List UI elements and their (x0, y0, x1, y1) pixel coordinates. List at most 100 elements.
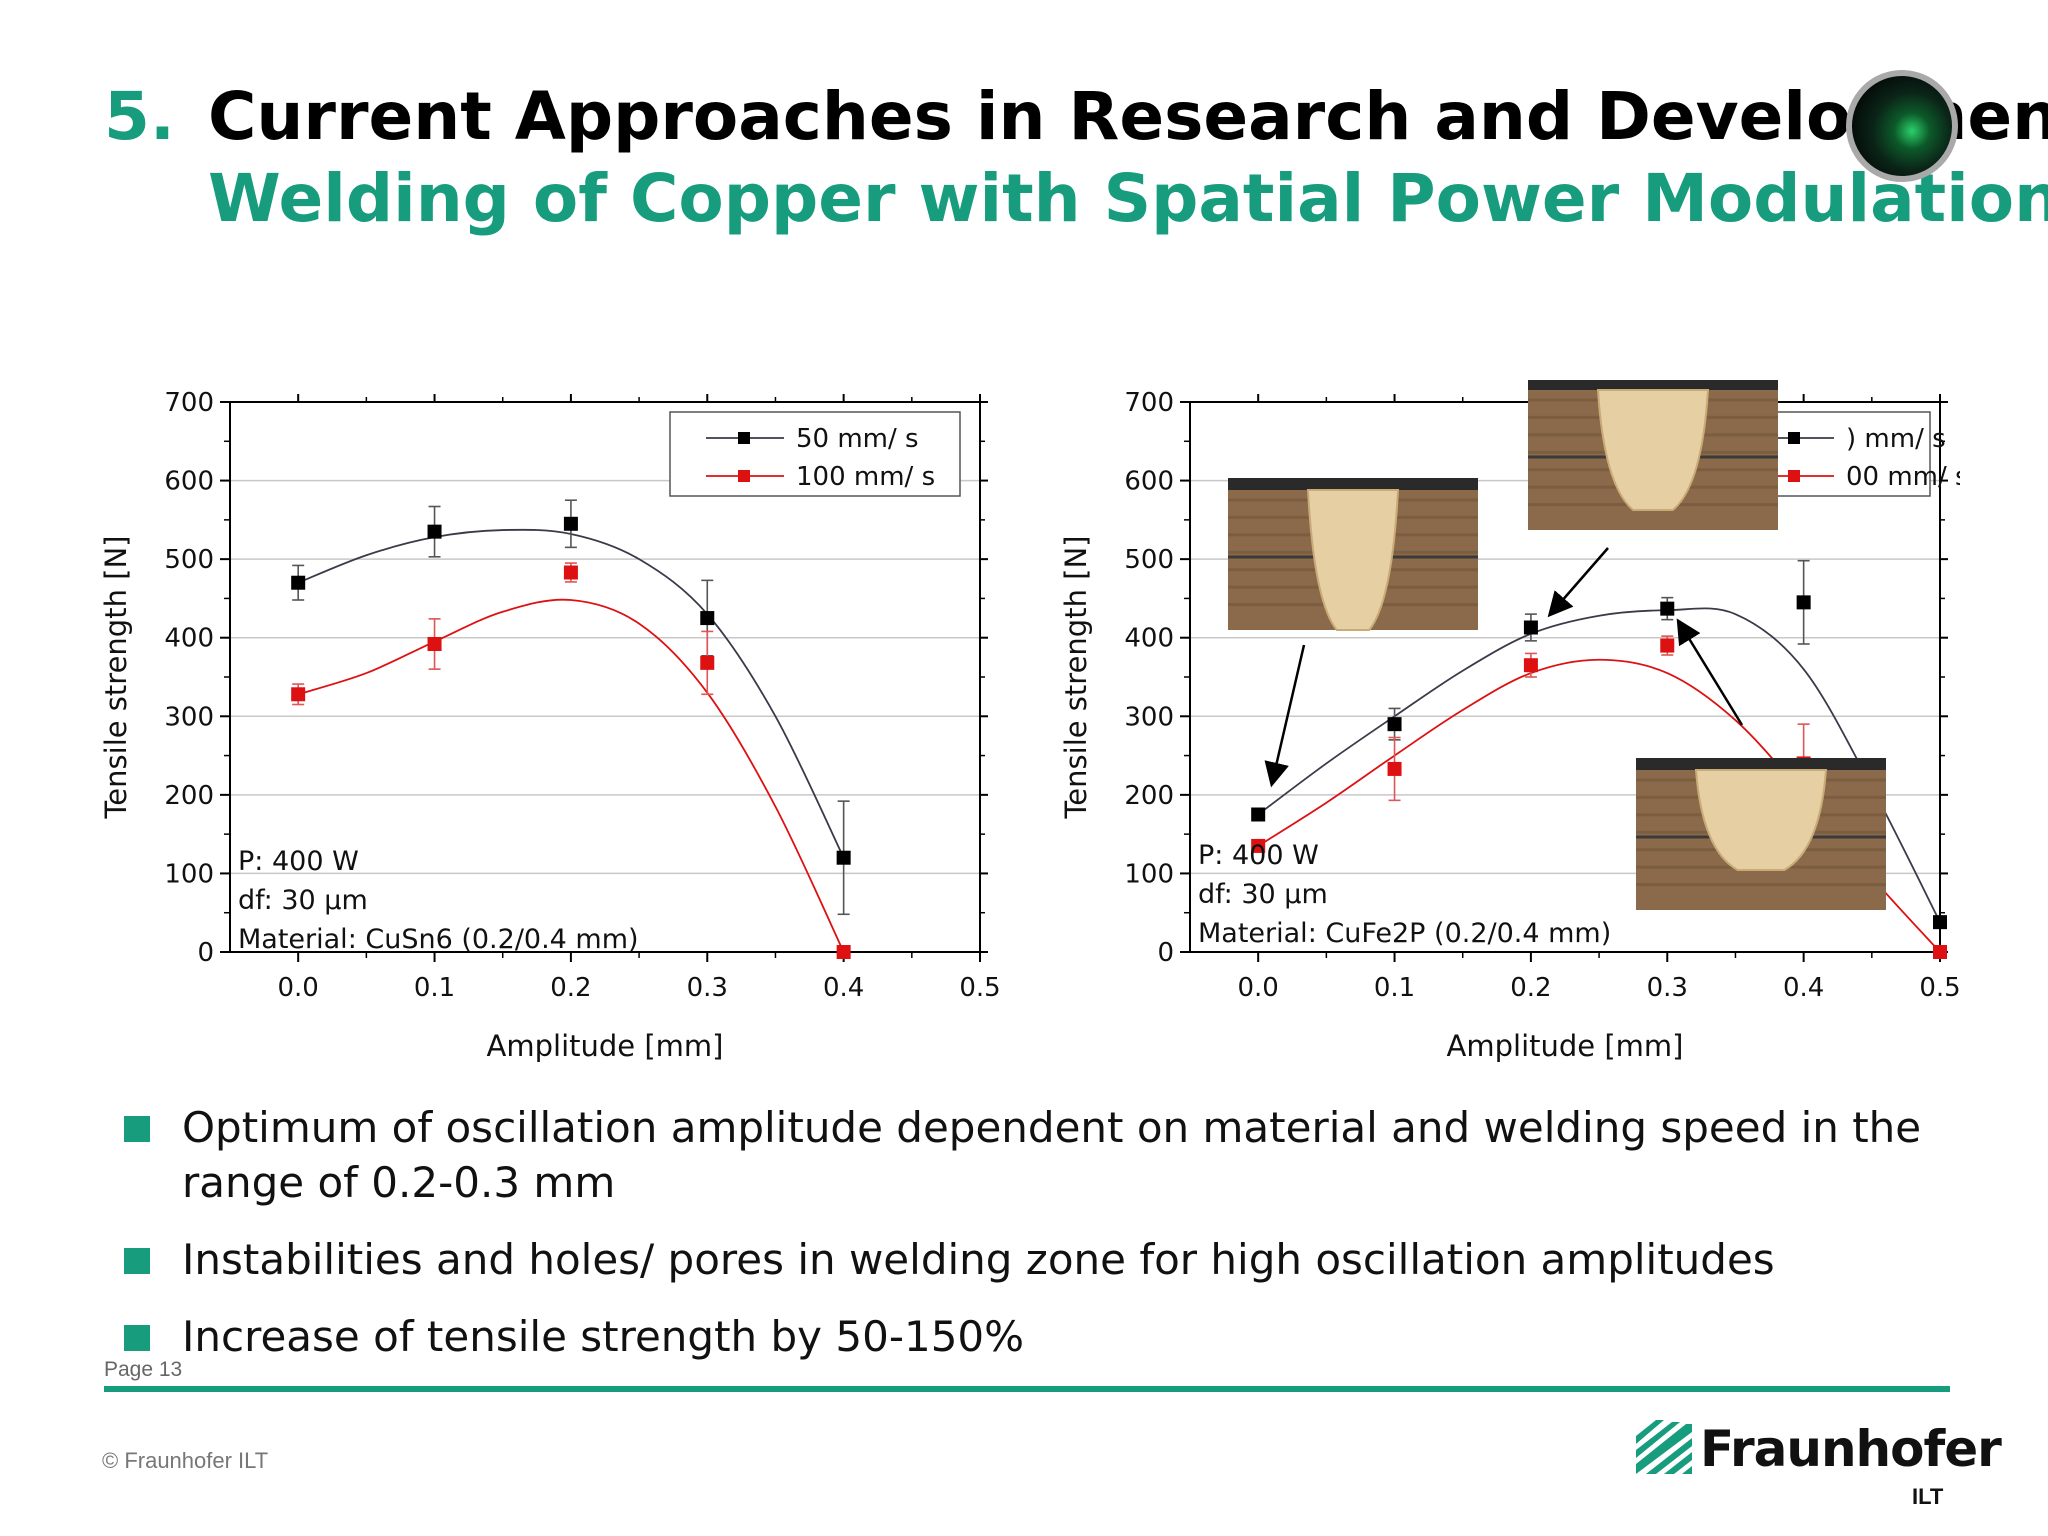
weld-cross-section-image (1528, 380, 1778, 530)
bullet-square-icon (124, 1325, 150, 1351)
annotation-text: P: 400 W (238, 846, 359, 877)
data-point (836, 945, 851, 959)
legend-marker (1788, 470, 1800, 482)
x-tick-label: 0.4 (1783, 973, 1824, 1003)
x-tick-label: 0.2 (1510, 973, 1551, 1003)
data-point (1523, 658, 1538, 673)
x-tick-label: 0.1 (414, 973, 455, 1003)
page-title: Current Approaches in Research and Devel… (208, 78, 2048, 155)
fit-curve (297, 598, 845, 953)
micrograph-top-edge (1228, 478, 1478, 490)
legend-box (669, 411, 961, 497)
logo-wordmark: Fraunhofer (1700, 1420, 2002, 1478)
x-axis-label: Amplitude [mm] (1447, 1029, 1684, 1063)
data-point (1933, 945, 1947, 959)
footer-divider (104, 1386, 1950, 1392)
y-tick-label: 600 (164, 467, 214, 497)
pointer-arrow (1264, 644, 1306, 788)
laser-process-thumbnail (1846, 70, 1958, 182)
y-tick-label: 100 (1124, 859, 1174, 889)
data-point (1933, 915, 1947, 930)
y-tick-label: 300 (164, 702, 214, 732)
x-axis-label: Amplitude [mm] (487, 1029, 724, 1063)
y-tick-label: 200 (1124, 781, 1174, 811)
x-tick-label: 0.2 (550, 973, 591, 1003)
y-axis-label: Tensile strength [N] (1060, 536, 1093, 820)
legend-marker (1788, 432, 1800, 444)
data-point (563, 565, 578, 580)
fraunhofer-logo-icon (1636, 1418, 1692, 1474)
x-tick-label: 0.5 (1919, 973, 1960, 1003)
data-point (563, 516, 578, 531)
data-point (291, 687, 306, 702)
y-tick-label: 300 (1124, 702, 1174, 732)
bullet-text: Optimum of oscillation amplitude depende… (182, 1103, 1922, 1207)
bullet-item: Instabilities and holes/ pores in weldin… (120, 1232, 1960, 1287)
x-tick-label: 0.0 (1238, 973, 1279, 1003)
page-subtitle: Welding of Copper with Spatial Power Mod… (208, 160, 2048, 237)
chart-cusn6: 0 100 200 300 400 500 600 700 0.0 0.1 0.2 0.3 0.4 0.5… (100, 388, 1000, 1063)
bullet-square-icon (124, 1116, 150, 1142)
data-point (1387, 717, 1402, 732)
micrograph-weld-zone (1306, 489, 1400, 631)
y-tick-label: 400 (1124, 624, 1174, 654)
x-tick-label: 0.4 (823, 973, 864, 1003)
legend-label: ) mm/ s (1846, 424, 1946, 454)
x-tick-label: 0.1 (1374, 973, 1415, 1003)
bullet-text: Increase of tensile strength by 50-150% (182, 1312, 1025, 1361)
annotation-text: Material: CuSn6 (0.2/0.4 mm) (238, 924, 639, 955)
y-tick-label: 200 (164, 781, 214, 811)
copyright: © Fraunhofer ILT (102, 1448, 269, 1473)
bullet-square-icon (124, 1248, 150, 1274)
y-tick-label: 500 (1124, 545, 1174, 575)
bullet-list: Optimum of oscillation amplitude depende… (120, 1100, 1960, 1386)
data-point (1796, 595, 1811, 610)
data-point (427, 637, 442, 651)
data-point (291, 575, 306, 590)
chart-cufe2p: 0 100 200 300 400 500 600 700 0.0 0.1 0.2 0.3 0.4 0.5… (1060, 380, 1960, 1063)
data-point (700, 655, 715, 670)
data-point (427, 524, 442, 539)
section-number: 5. (104, 78, 175, 155)
annotation-text: P: 400 W (1198, 840, 1319, 871)
micrograph-weld-zone (1694, 769, 1828, 871)
y-tick-label: 500 (164, 545, 214, 575)
legend-label: 50 mm/ s (796, 424, 919, 454)
data-point (1387, 761, 1402, 776)
bullet-item: Optimum of oscillation amplitude depende… (120, 1100, 1960, 1210)
data-point (1523, 620, 1538, 635)
fit-curve (1257, 607, 1941, 923)
data-point (1251, 807, 1266, 822)
legend-marker (738, 470, 750, 482)
fit-curve (297, 528, 845, 859)
weld-cross-section-image (1228, 478, 1478, 631)
micrograph-top-edge (1636, 758, 1886, 770)
data-point (1660, 601, 1675, 616)
weld-cross-section-image (1636, 758, 1886, 910)
y-tick-label: 100 (164, 859, 214, 889)
page-number: Page 13 (104, 1358, 183, 1381)
micrograph-top-edge (1528, 380, 1778, 390)
annotation-text: Material: CuFe2P (0.2/0.4 mm) (1198, 918, 1611, 949)
legend-label: 100 mm/ s (796, 462, 935, 492)
data-point (1251, 838, 1266, 853)
annotation-text: df: 30 µm (238, 885, 368, 916)
micrograph-weld-zone (1596, 389, 1710, 511)
y-tick-label: 400 (164, 624, 214, 654)
legend-label: 00 mm/ s (1846, 462, 1960, 492)
x-tick-label: 0.0 (278, 973, 319, 1003)
y-tick-label: 0 (1157, 938, 1174, 968)
y-tick-label: 700 (1124, 388, 1174, 418)
pointer-arrow (1547, 547, 1609, 618)
logo-subtitle: ILT (1912, 1484, 1944, 1509)
bullet-item: Increase of tensile strength by 50-150% (120, 1309, 1960, 1364)
y-axis-label: Tensile strength [N] (100, 536, 133, 820)
y-tick-label: 700 (164, 388, 214, 418)
legend-marker (738, 432, 750, 444)
x-tick-label: 0.5 (959, 973, 1000, 1003)
data-point (1660, 638, 1675, 653)
data-point (700, 611, 715, 626)
y-tick-label: 600 (1124, 467, 1174, 497)
annotation-text: df: 30 µm (1198, 879, 1328, 910)
bullet-text: Instabilities and holes/ pores in weldin… (182, 1235, 1775, 1284)
